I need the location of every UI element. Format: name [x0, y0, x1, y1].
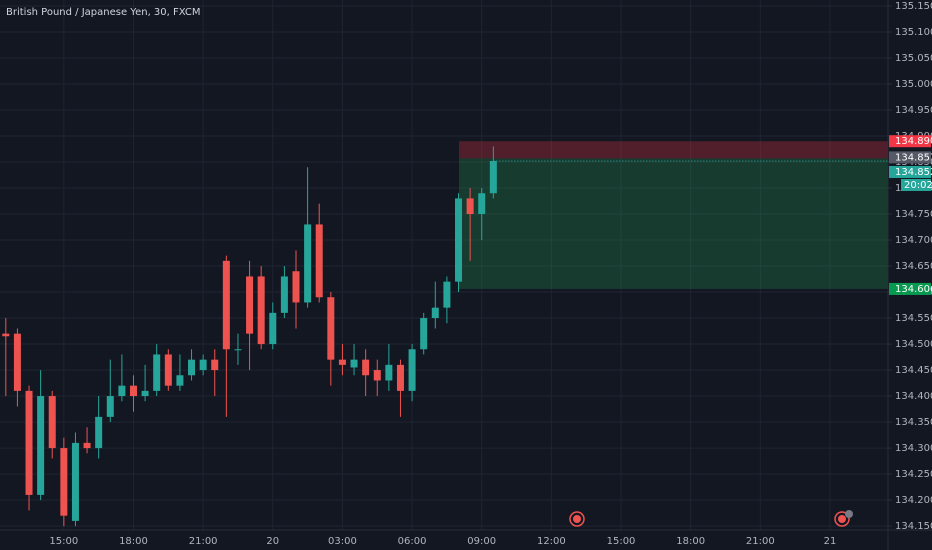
candle-body — [164, 354, 172, 386]
candle-body — [466, 198, 474, 215]
candle-body — [199, 359, 207, 371]
candle-body — [222, 260, 230, 350]
target-label-box — [889, 282, 931, 295]
current-price-label: 134.852 — [895, 167, 932, 178]
stop-label: 134.890 — [895, 136, 932, 147]
candle-body — [83, 442, 91, 449]
candle-body — [257, 276, 265, 345]
candle-body — [350, 359, 358, 368]
x-tick-label: 21 — [824, 536, 837, 547]
y-tick-label: 134.550 — [895, 313, 932, 324]
y-tick-label: 134.950 — [895, 105, 932, 116]
candle-body — [280, 276, 288, 313]
x-tick-label: 21:00 — [189, 536, 218, 547]
candle-body — [327, 297, 335, 360]
candle-body — [2, 333, 10, 337]
candle-body — [478, 193, 486, 215]
axes: 134.150 134.200 134.250 134.300 134.350 134.4… — [49, 1, 932, 547]
candle-body — [269, 312, 277, 345]
entry-label-box — [889, 151, 931, 164]
candle-body — [95, 416, 103, 449]
candle-body — [60, 448, 68, 516]
y-tick-label: 135.150 — [895, 1, 932, 12]
candles — [2, 146, 497, 527]
target-zone — [459, 158, 888, 289]
candle-body — [246, 276, 254, 334]
x-tick-label: 12:00 — [537, 536, 566, 547]
current-price-label-box — [889, 165, 931, 178]
x-tick-label: 18:00 — [676, 536, 705, 547]
target-label: 134.606 — [895, 284, 932, 295]
candle-body — [338, 359, 346, 365]
candle-body — [25, 390, 33, 495]
candle-body — [396, 364, 404, 391]
event-icon[interactable] — [834, 510, 853, 527]
candle-body — [13, 333, 21, 391]
candle-body — [71, 442, 79, 521]
x-tick-label: 09:00 — [467, 536, 496, 547]
chart-title: British Pound / Japanese Yen, 30, FXCM — [6, 7, 201, 18]
candle-body — [37, 396, 45, 495]
candle-body — [153, 354, 161, 391]
candle-body — [408, 349, 416, 391]
candle-body — [292, 271, 300, 303]
y-tick-label: 134.400 — [895, 391, 932, 402]
y-tick-label: 134.750 — [895, 209, 932, 220]
event-icon[interactable] — [569, 511, 585, 527]
candle-body — [420, 318, 428, 350]
x-tick-label: 15:00 — [607, 536, 636, 547]
x-tick-label: 15:00 — [49, 536, 78, 547]
stop-label-box — [889, 135, 931, 148]
candle-body — [443, 281, 451, 308]
x-tick-label: 03:00 — [328, 536, 357, 547]
x-tick-label: 21:00 — [746, 536, 775, 547]
countdown: 20:02 — [904, 180, 932, 191]
y-tick-label: 134.300 — [895, 443, 932, 454]
candle-body — [304, 224, 312, 303]
y-tick-label: 135.050 — [895, 53, 932, 64]
y-tick-label: 134.350 — [895, 417, 932, 428]
y-tick-label: 134.150 — [895, 521, 932, 532]
x-tick-label: 18:00 — [119, 536, 148, 547]
countdown-box — [901, 178, 931, 191]
x-tick-label: 06:00 — [398, 536, 427, 547]
candle-body — [141, 390, 149, 397]
y-tick-label: 134.700 — [895, 235, 932, 246]
candle-body — [106, 396, 114, 417]
y-tick-label: 135.100 — [895, 27, 932, 38]
position-tool — [459, 141, 888, 289]
entry-label: 134.857 — [895, 152, 932, 163]
stop-zone — [459, 141, 888, 159]
candle-body — [188, 359, 196, 376]
candle-body — [129, 385, 137, 397]
candle-body — [234, 349, 242, 351]
y-tick-label: 134.650 — [895, 261, 932, 272]
candle-body — [118, 385, 126, 397]
candle-body — [489, 160, 497, 194]
candle-body — [176, 375, 184, 386]
candle-body — [431, 307, 439, 319]
candle-body — [48, 396, 56, 449]
y-tick-label: 134.200 — [895, 495, 932, 506]
y-tick-label: 134.450 — [895, 365, 932, 376]
candle-body — [315, 224, 323, 298]
y-tick-label: 135.000 — [895, 79, 932, 90]
candle-body — [373, 370, 381, 381]
y-tick-label: 134.500 — [895, 339, 932, 350]
candle-body — [211, 359, 219, 371]
candle-body — [385, 364, 393, 381]
x-tick-label: 20 — [266, 536, 279, 547]
y-tick-label: 134.250 — [895, 469, 932, 480]
candle-body — [362, 359, 370, 376]
candle-body — [455, 198, 463, 282]
